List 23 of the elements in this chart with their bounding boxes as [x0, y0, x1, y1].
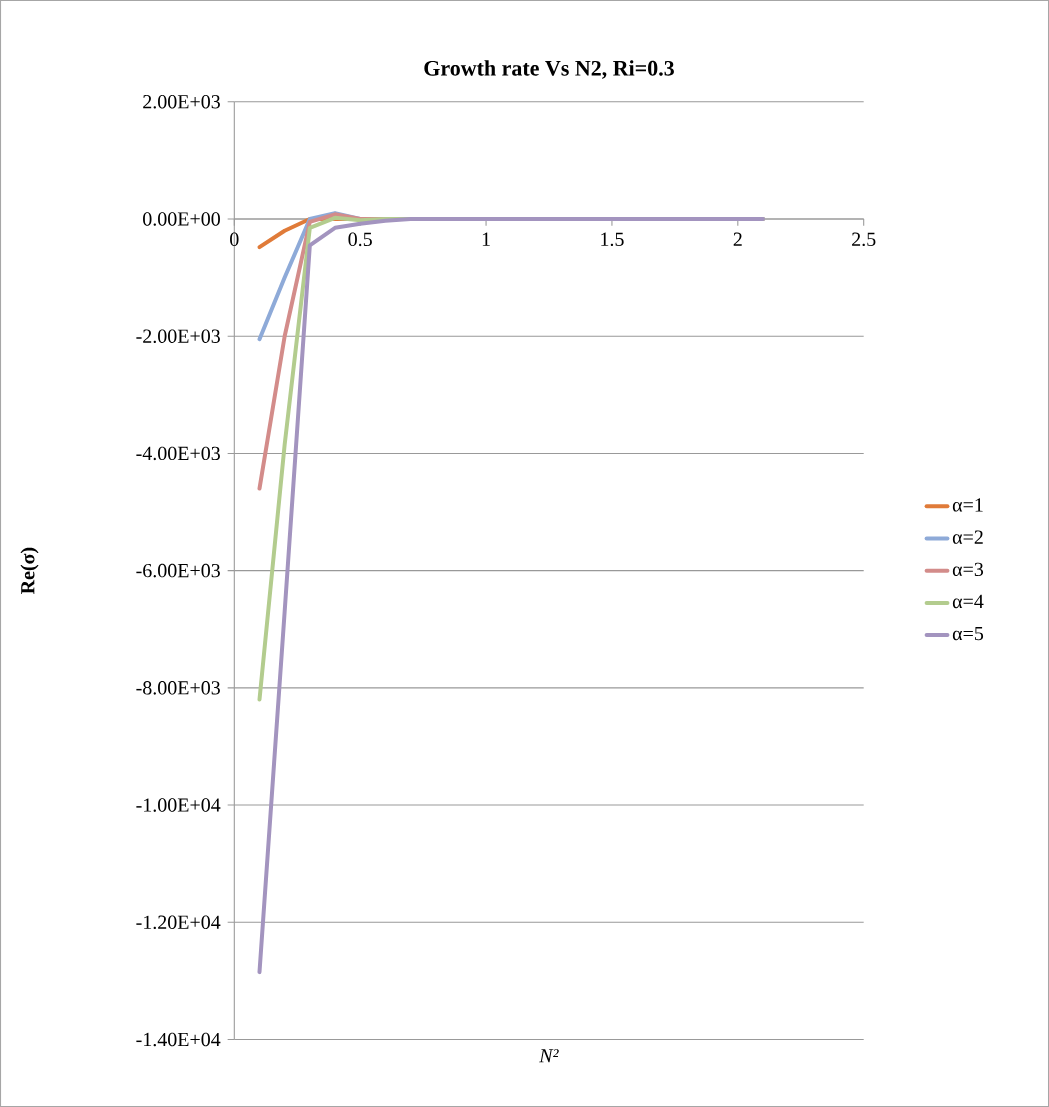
legend-label: α=2 [952, 530, 983, 544]
y-tick-label: -4.00E+03 [136, 446, 220, 461]
chart-title: Growth rate Vs N2, Ri=0.3 [424, 60, 674, 79]
legend-label: α=3 [952, 562, 984, 577]
y-tick-label: -8.00E+03 [136, 681, 220, 695]
y-axis-title: Re(σ) [20, 547, 39, 595]
x-tick-label: 0.5 [348, 232, 372, 247]
y-tick-label: -1.20E+04 [136, 915, 221, 930]
legend-label: α=4 [952, 594, 984, 609]
y-tick-label: -1.00E+04 [136, 798, 221, 812]
legend-label: α=1 [952, 498, 983, 512]
x-tick-label: 0 [230, 232, 239, 247]
x-tick-label: 2.5 [852, 232, 876, 247]
x-axis-title: N² [539, 1049, 559, 1063]
legend-label: α=5 [952, 626, 984, 641]
y-tick-label: -2.00E+03 [136, 329, 220, 343]
x-tick-label: 1.5 [601, 232, 624, 247]
x-tick-label: 1 [482, 232, 490, 246]
y-tick-label: 2.00E+03 [143, 94, 220, 109]
y-tick-label: 0.00E+00 [143, 212, 220, 226]
y-tick-label: -1.40E+04 [136, 1032, 221, 1047]
y-tick-label: -6.00E+03 [136, 563, 220, 578]
x-tick-label: 2 [733, 232, 742, 246]
